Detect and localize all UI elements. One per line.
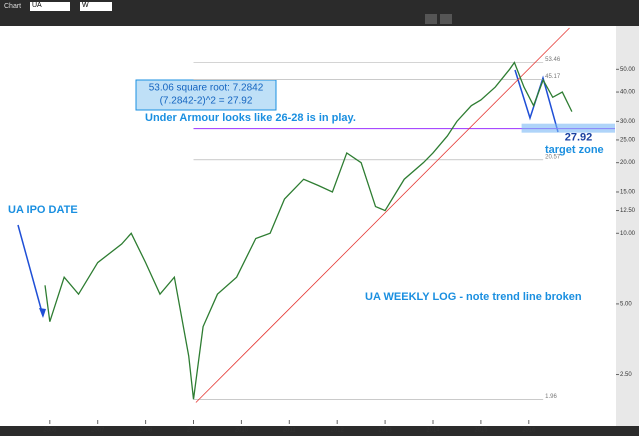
annotation: UA IPO DATE [8, 204, 78, 216]
y-tick-label: 5.00 [620, 301, 632, 307]
note-box [135, 79, 277, 111]
y-tick-label: 20.00 [620, 160, 636, 166]
target-zone [521, 123, 615, 133]
x-tick-label: 2009 [187, 428, 201, 434]
trend-line [195, 27, 570, 403]
y-tick-label: 12.50 [620, 208, 636, 214]
toolbar-button[interactable] [440, 14, 452, 24]
target-label: 27.92 [565, 132, 593, 144]
price-axis [616, 26, 639, 426]
x-tick-label: 2012 [331, 428, 345, 434]
level-label: 1.96 [545, 394, 557, 400]
annotation: target zone [545, 144, 604, 156]
note-line: 53.06 square root: 7.2842 [149, 83, 264, 94]
arrow [17, 224, 44, 317]
x-tick-label: 2016 [522, 428, 536, 434]
y-tick-label: 2.50 [620, 372, 632, 378]
y-tick-label: 40.00 [620, 90, 636, 96]
x-tick-label: 2011 [283, 428, 297, 434]
x-tick-label: 2006 [43, 428, 57, 434]
note-line: (7.2842-2)^2 = 27.92 [160, 96, 253, 107]
arrowhead [39, 308, 46, 318]
y-tick-label: 30.00 [620, 119, 636, 125]
y-tick-label: 10.00 [620, 231, 636, 237]
window-title: Chart [4, 3, 22, 10]
y-tick-label: 50.00 [620, 67, 636, 73]
y-tick-label: 15.00 [620, 190, 636, 196]
toolbar-button[interactable] [425, 14, 437, 24]
level-label: 20.57 [545, 154, 561, 160]
level-label: 45.17 [545, 74, 561, 80]
plot-background [0, 26, 616, 426]
x-tick-label: 2007 [91, 428, 105, 434]
interval-box[interactable]: W [80, 2, 112, 11]
y-tick-label: 25.00 [620, 138, 636, 144]
annotation: Under Armour looks like 26-28 is in play… [145, 112, 356, 124]
annotation: UA WEEKLY LOG - note trend line broken [365, 291, 582, 303]
x-tick-label: 2008 [139, 428, 153, 434]
level-label: 53.46 [545, 57, 561, 63]
x-tick-label: 2014 [426, 428, 440, 434]
x-tick-label: 2013 [378, 428, 392, 434]
x-tick-label: 2010 [235, 428, 249, 434]
symbol-box[interactable]: UA [30, 2, 70, 11]
x-tick-label: 2015 [474, 428, 488, 434]
price-line [44, 61, 573, 400]
